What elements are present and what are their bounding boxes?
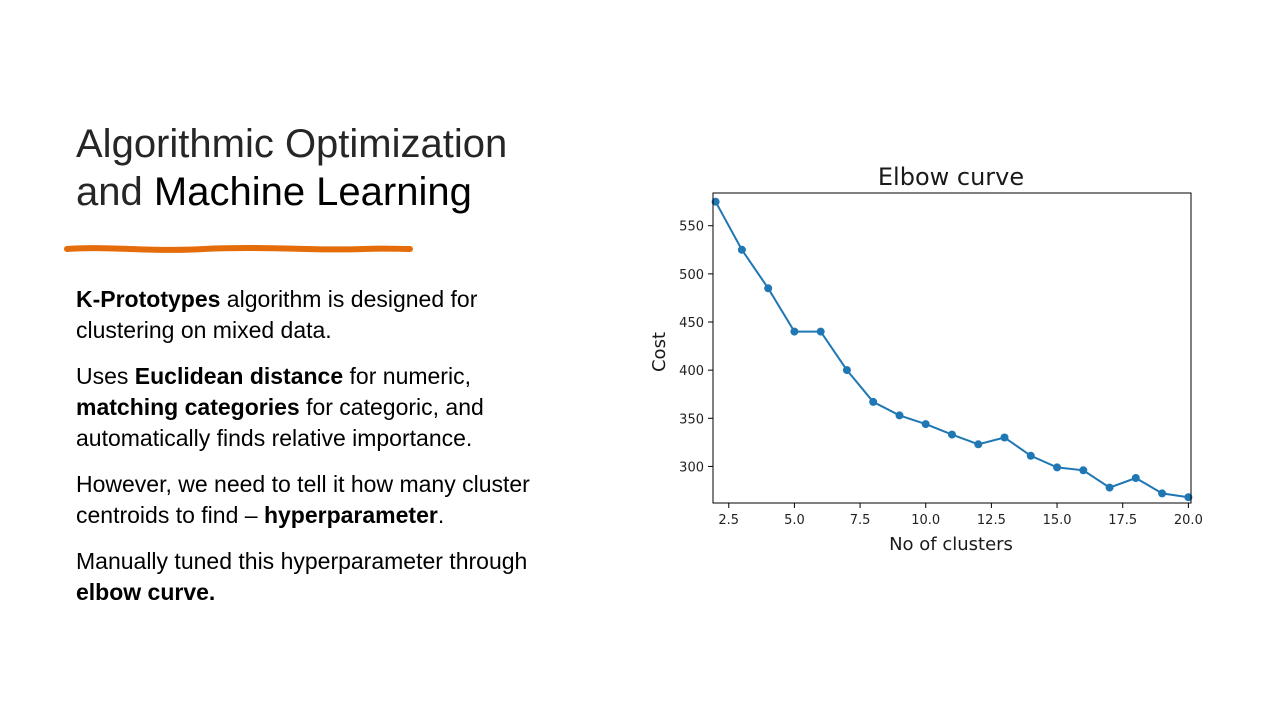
paragraph-text: Uses: [76, 363, 135, 389]
paragraph-text: for categoric, and automatically finds r…: [76, 394, 484, 451]
plot-area-frame: [712, 192, 1192, 504]
y-tick-label: 550: [679, 220, 704, 235]
y-axis-label: Cost: [649, 332, 670, 372]
y-tick-label: 450: [679, 316, 704, 331]
axis-ticks: 2.5 5.0 7.5 10.0 12.5 15.0 17.5 20.0 300 350 400 45…: [679, 220, 1203, 528]
data-point: [1053, 463, 1062, 472]
chart-svg: Elbow curve No of clusters Cost 2.5 5.0 7.…: [649, 163, 1203, 555]
k-prototypes-term: K-Prototypes: [76, 286, 221, 312]
data-point: [1158, 489, 1167, 498]
slide-title: Algorithmic Optimization and Machine Lea…: [76, 120, 636, 216]
data-point: [1000, 433, 1009, 442]
data-point: [1131, 474, 1140, 482]
data-point: [895, 411, 904, 420]
title-and: and: [76, 170, 143, 214]
data-point: [1184, 493, 1193, 502]
paragraph-elbow: Manually tuned this hyperparameter throu…: [76, 546, 576, 608]
x-tick-label: 15.0: [1043, 513, 1072, 528]
x-axis-label: No of clusters: [889, 534, 1013, 555]
data-point: [711, 197, 720, 206]
matching-term: matching categories: [76, 394, 300, 420]
data-point: [1026, 451, 1035, 460]
paragraph-text: .: [437, 502, 445, 528]
x-tick-label: 17.5: [1108, 513, 1137, 528]
title-line-1: Algorithmic Optimization: [76, 122, 508, 166]
body-text: K-Prototypes algorithm is designed for c…: [76, 284, 576, 623]
accent-underline: [64, 245, 413, 253]
data-point: [1079, 466, 1088, 475]
data-point: [921, 420, 930, 429]
paragraph-text: algorithm is designed for clustering on …: [76, 286, 478, 343]
data-point: [842, 366, 851, 375]
paragraph-distance: Uses Euclidean distance for numeric, mat…: [76, 361, 576, 454]
euclidean-term: Euclidean distance: [134, 363, 344, 389]
data-point: [1105, 483, 1114, 492]
elbow-chart: Elbow curve No of clusters Cost 2.5 5.0 7.…: [640, 155, 1220, 565]
paragraph-text: However, we need to tell it how many clu…: [76, 471, 530, 528]
data-point: [974, 440, 983, 449]
data-point: [816, 327, 825, 336]
series-line: [714, 201, 1189, 499]
y-tick-label: 350: [679, 412, 704, 427]
x-tick-label: 10.0: [911, 513, 940, 528]
title-machine-learning: Machine Learning: [153, 170, 472, 214]
elbow-term: elbow curve.: [76, 579, 216, 605]
data-point: [869, 397, 878, 406]
data-point: [948, 430, 956, 439]
x-tick-label: 20.0: [1174, 513, 1203, 528]
x-tick-label: 12.5: [977, 513, 1006, 528]
paragraph-text: Manually tuned this hyperparameter throu…: [76, 548, 528, 574]
y-tick-label: 400: [679, 364, 704, 379]
paragraph-k-prototypes: K-Prototypes algorithm is designed for c…: [76, 284, 576, 346]
chart-title: Elbow curve: [878, 163, 1024, 191]
x-tick-label: 7.5: [850, 513, 871, 528]
paragraph-hyperparameter: However, we need to tell it how many clu…: [76, 469, 576, 531]
paragraph-text: for numeric,: [343, 363, 471, 389]
data-point: [764, 284, 773, 293]
data-point: [790, 327, 799, 336]
y-tick-label: 300: [679, 460, 704, 475]
x-tick-label: 2.5: [718, 513, 739, 528]
data-point: [737, 245, 746, 254]
y-tick-label: 500: [679, 268, 704, 283]
x-tick-label: 5.0: [784, 513, 805, 528]
series-cost: [711, 197, 1193, 502]
hyperparameter-term: hyperparameter: [263, 502, 438, 528]
